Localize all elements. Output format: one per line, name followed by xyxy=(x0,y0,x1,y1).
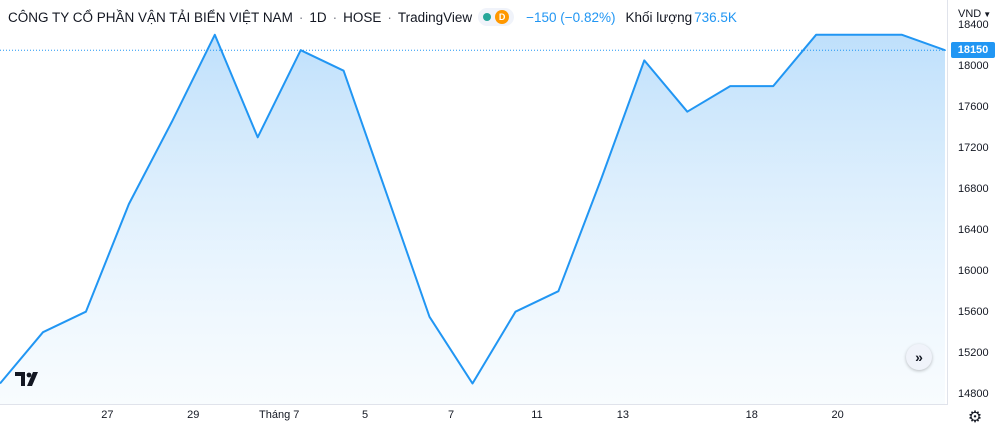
data-point[interactable] xyxy=(341,68,347,74)
volume-label: Khối lượng xyxy=(625,9,693,25)
y-tick-label: 16000 xyxy=(958,264,989,277)
x-tick-label: 20 xyxy=(831,409,844,421)
x-tick-label: 13 xyxy=(616,409,629,421)
data-point[interactable] xyxy=(813,32,819,38)
data-point[interactable] xyxy=(598,175,604,181)
data-point[interactable] xyxy=(169,119,175,125)
data-point[interactable] xyxy=(513,309,519,315)
data-point[interactable] xyxy=(40,329,46,335)
y-tick-label: 15200 xyxy=(958,346,989,359)
status-d-icon: D xyxy=(495,10,510,24)
data-point[interactable] xyxy=(684,109,690,115)
last-price-badge: 18150 xyxy=(951,42,995,59)
currency-selector[interactable]: VND ▼ xyxy=(958,8,991,20)
data-point[interactable] xyxy=(727,83,733,89)
legend-separator: · xyxy=(387,9,392,25)
y-tick-label: 16400 xyxy=(958,223,989,236)
series-area-fill xyxy=(0,34,945,404)
x-tick-label: 27 xyxy=(101,409,114,421)
data-point[interactable] xyxy=(470,381,476,387)
tradingview-logo-icon[interactable] xyxy=(15,371,39,387)
x-tick-label: Tháng 7 xyxy=(259,409,300,421)
data-point[interactable] xyxy=(83,309,89,315)
data-point[interactable] xyxy=(126,201,132,207)
gear-icon[interactable]: ⚙ xyxy=(967,409,983,426)
y-tick-label: 17600 xyxy=(958,100,989,113)
price-chart[interactable] xyxy=(0,0,948,405)
symbol-name[interactable]: CÔNG TY CỔ PHẦN VẬN TẢI BIỂN VIỆT NAM xyxy=(8,9,293,25)
market-open-dot-icon xyxy=(483,13,492,21)
data-point[interactable] xyxy=(212,32,218,38)
y-tick-label: 18000 xyxy=(958,59,989,72)
currency-label: VND xyxy=(958,8,982,20)
double-chevron-right-icon: » xyxy=(915,349,923,365)
price-change: −150 (−0.82%) xyxy=(526,9,616,25)
exchange-label: HOSE xyxy=(343,9,382,25)
legend-separator: · xyxy=(332,9,338,25)
data-point[interactable] xyxy=(255,134,261,140)
x-tick-label: 18 xyxy=(745,409,758,421)
caret-down-icon: ▼ xyxy=(983,9,992,19)
chart-pane[interactable]: CÔNG TY CỔ PHẦN VẬN TẢI BIỂN VIỆT NAM · … xyxy=(0,0,948,405)
y-tick-label: 16800 xyxy=(958,182,989,195)
scroll-to-realtime-button[interactable]: » xyxy=(906,344,932,370)
legend-separator: · xyxy=(298,9,304,25)
y-tick-label: 14800 xyxy=(958,387,989,400)
series-line xyxy=(0,33,946,385)
x-tick-label: 11 xyxy=(531,409,543,421)
chart-legend: CÔNG TY CỔ PHẦN VẬN TẢI BIỂN VIỆT NAM · … xyxy=(8,7,737,27)
x-tick-label: 5 xyxy=(362,409,369,421)
volume-value: 736.5K xyxy=(694,9,737,25)
data-point[interactable] xyxy=(770,83,776,89)
data-point[interactable] xyxy=(427,314,433,320)
data-point[interactable] xyxy=(641,57,647,63)
x-tick-label: 7 xyxy=(447,409,455,421)
data-point[interactable] xyxy=(899,32,905,38)
market-status-badge[interactable]: D xyxy=(478,8,515,26)
y-tick-label: 18400 xyxy=(958,18,989,31)
y-tick-label: 15600 xyxy=(958,305,989,318)
data-point[interactable] xyxy=(384,191,390,197)
data-point[interactable] xyxy=(856,32,862,38)
source-label: TradingView xyxy=(397,9,473,25)
x-tick-label: 29 xyxy=(187,409,200,421)
data-point[interactable] xyxy=(555,288,561,294)
interval-label[interactable]: 1D xyxy=(309,9,327,25)
y-tick-label: 17200 xyxy=(958,141,989,154)
